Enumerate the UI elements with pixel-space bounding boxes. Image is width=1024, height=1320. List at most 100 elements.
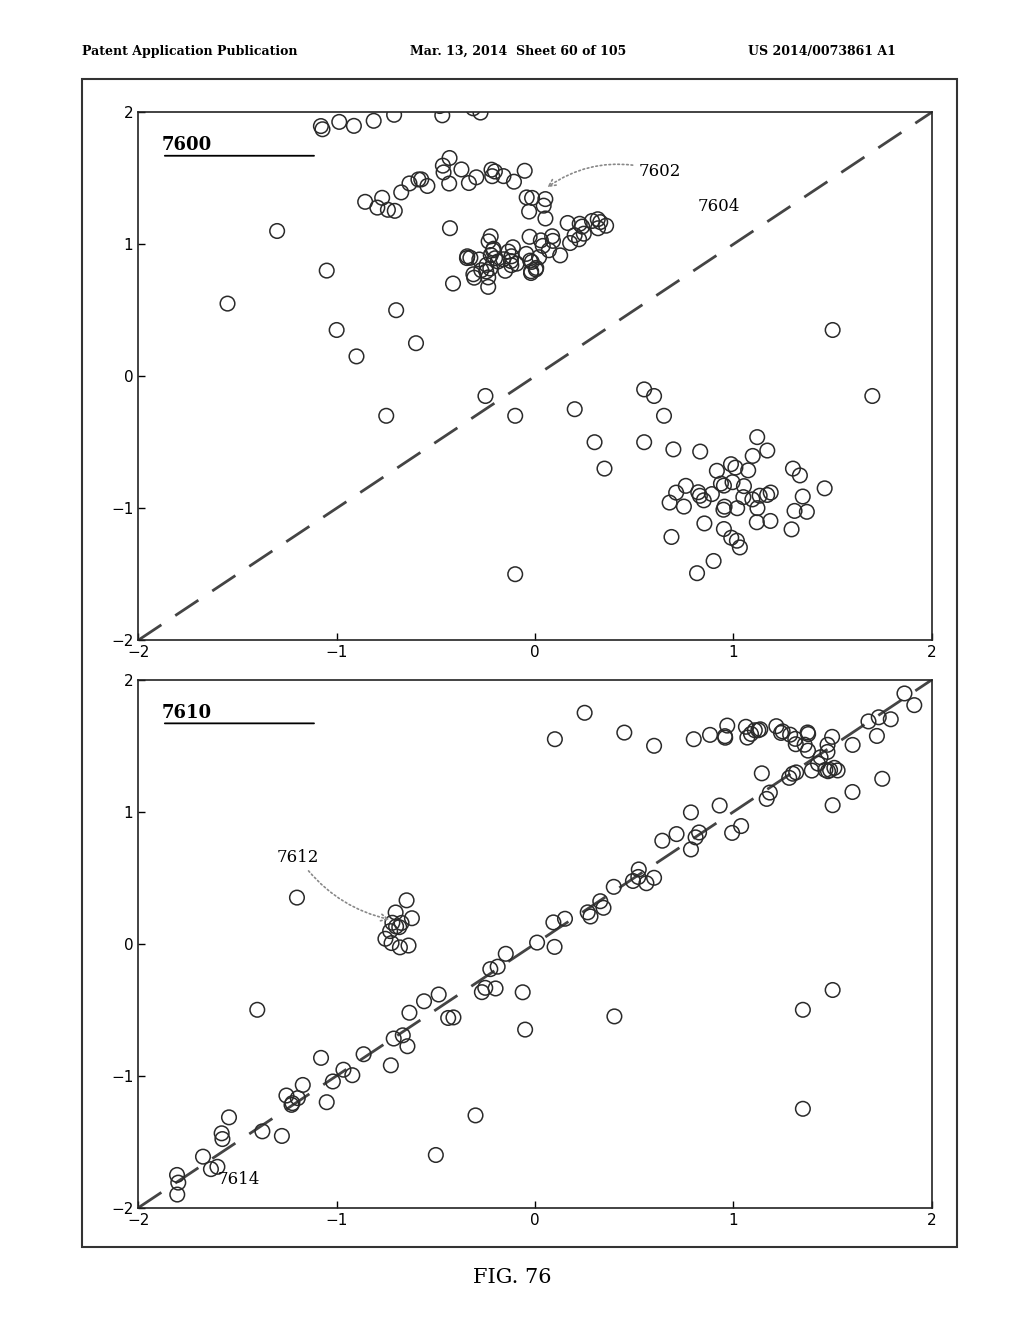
Text: Mar. 13, 2014  Sheet 60 of 105: Mar. 13, 2014 Sheet 60 of 105 <box>410 45 626 58</box>
Point <box>497 260 513 281</box>
Point <box>507 564 523 585</box>
Point <box>860 711 877 733</box>
Point <box>557 908 573 929</box>
Point <box>733 816 750 837</box>
Point <box>419 73 435 94</box>
Point <box>800 723 816 744</box>
Point <box>474 982 490 1003</box>
Point <box>521 226 538 247</box>
Point <box>528 257 545 279</box>
Point <box>605 876 622 898</box>
Point <box>759 788 775 809</box>
Point <box>786 500 803 521</box>
Point <box>312 115 329 136</box>
Point <box>482 257 499 279</box>
Point <box>482 958 499 979</box>
Point <box>505 236 521 257</box>
Point <box>489 251 506 272</box>
Point <box>477 385 494 407</box>
Point <box>279 1085 295 1106</box>
Point <box>335 1059 351 1080</box>
Point <box>535 235 551 256</box>
Point <box>824 979 841 1001</box>
Point <box>906 694 923 715</box>
Point <box>486 248 503 269</box>
Point <box>249 999 265 1020</box>
Point <box>716 519 732 540</box>
Point <box>408 333 424 354</box>
Point <box>413 169 429 190</box>
Text: US 2014/0073861 A1: US 2014/0073861 A1 <box>748 45 895 58</box>
Point <box>411 169 427 190</box>
Point <box>477 977 494 998</box>
Point <box>737 717 754 738</box>
Point <box>523 263 540 284</box>
Point <box>826 758 843 779</box>
Point <box>523 251 540 272</box>
Point <box>896 682 912 704</box>
Point <box>716 475 732 496</box>
Point <box>462 247 478 268</box>
Point <box>482 244 499 265</box>
Point <box>498 944 514 965</box>
Point <box>746 719 763 741</box>
Point <box>683 840 699 861</box>
Point <box>584 210 600 231</box>
Point <box>524 187 541 209</box>
Point <box>810 752 826 774</box>
Point <box>473 260 489 281</box>
Point <box>544 226 560 247</box>
Point <box>883 709 899 730</box>
Point <box>203 1159 219 1180</box>
Point <box>370 197 386 218</box>
Point <box>376 92 392 114</box>
Point <box>382 920 398 941</box>
Point <box>471 249 487 271</box>
Point <box>577 702 593 723</box>
Text: 7614: 7614 <box>217 1171 260 1188</box>
Point <box>289 887 305 908</box>
Point <box>636 379 652 400</box>
Point <box>723 454 739 475</box>
Point <box>295 1074 311 1096</box>
Point <box>559 213 575 234</box>
Point <box>759 484 775 506</box>
Point <box>829 760 846 781</box>
Point <box>538 209 554 230</box>
Point <box>441 148 458 169</box>
Point <box>170 1172 186 1193</box>
Point <box>416 991 432 1012</box>
Point <box>503 251 519 272</box>
Point <box>752 719 768 741</box>
Point <box>461 173 477 194</box>
Point <box>518 187 535 209</box>
Point <box>759 440 775 461</box>
Point <box>393 912 410 933</box>
Point <box>592 891 608 912</box>
Point <box>703 483 720 504</box>
Point <box>466 267 482 288</box>
Point <box>816 478 833 499</box>
Point <box>749 426 765 447</box>
Point <box>377 928 393 949</box>
Point <box>646 735 663 756</box>
Point <box>763 482 779 503</box>
Text: Patent Application Publication: Patent Application Publication <box>82 45 297 58</box>
Point <box>401 1002 418 1023</box>
Point <box>419 176 435 197</box>
Point <box>717 726 733 747</box>
Point <box>441 218 458 239</box>
Point <box>428 1144 444 1166</box>
Point <box>459 248 475 269</box>
Point <box>387 201 403 222</box>
Point <box>797 734 813 755</box>
Point <box>465 264 481 285</box>
Point <box>715 499 731 520</box>
Point <box>445 1007 462 1028</box>
Point <box>844 781 860 803</box>
Point <box>696 513 713 535</box>
Point <box>762 511 778 532</box>
Point <box>686 729 702 750</box>
Point <box>509 253 525 275</box>
Point <box>331 111 347 132</box>
